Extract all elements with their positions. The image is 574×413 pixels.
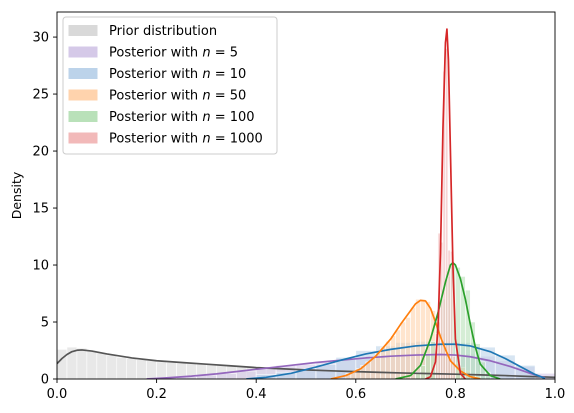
- legend-label: Posterior with n = 5: [109, 46, 238, 61]
- legend-swatch: [68, 68, 98, 79]
- kde-line-0: [57, 349, 555, 379]
- hist-bar: [410, 306, 416, 379]
- legend-label: Prior distribution: [109, 24, 217, 39]
- hist-bar: [450, 251, 454, 379]
- hist-bar: [420, 365, 426, 379]
- y-tick-label: 15: [32, 202, 49, 217]
- hist-bar: [455, 267, 461, 379]
- hist-bar: [116, 357, 128, 379]
- legend-item: Posterior with n = 100: [68, 110, 255, 125]
- x-tick-label: 0.8: [445, 387, 466, 402]
- x-tick-label: 1.0: [545, 387, 566, 402]
- hist-bar: [425, 353, 431, 379]
- hist-bar: [405, 317, 411, 379]
- kde-layer: [57, 28, 555, 379]
- x-tick-label: 0.4: [246, 387, 267, 402]
- x-tick-label: 0.6: [345, 387, 366, 402]
- kde-line-1: [146, 353, 546, 379]
- plot-frame: [56, 11, 556, 380]
- hist-bar: [126, 358, 137, 379]
- legend-swatch: [68, 89, 98, 101]
- legend-item: Posterior with n = 5: [68, 46, 238, 61]
- hist-bar: [86, 350, 98, 379]
- y-tick-label: 30: [32, 31, 49, 46]
- legend-label: Posterior with n = 100: [109, 110, 255, 125]
- x-tick-label: 0.2: [146, 387, 167, 402]
- legend-box: [62, 16, 278, 155]
- y-tick-label: 25: [32, 88, 49, 103]
- y-tick-label: 5: [41, 316, 49, 331]
- y-tick-label: 0: [41, 373, 49, 388]
- legend-swatch: [68, 111, 98, 122]
- hist-bar: [96, 352, 108, 379]
- legend-swatch: [68, 132, 98, 144]
- y-tick-label: 20: [32, 145, 49, 160]
- legend-item: Prior distribution: [68, 24, 217, 39]
- hist-bar: [136, 359, 147, 379]
- legend-label: Posterior with n = 1000: [109, 132, 263, 147]
- legend-label: Posterior with n = 50: [109, 89, 246, 104]
- legend-item: Posterior with n = 10: [68, 67, 246, 82]
- hist-bar: [400, 321, 406, 379]
- legend-swatch: [68, 46, 98, 58]
- hist-bar: [146, 360, 157, 379]
- x-tick-label: 0.0: [47, 387, 68, 402]
- y-tick-label: 10: [32, 259, 49, 274]
- kde-line-3: [330, 299, 481, 379]
- hist-bar: [106, 354, 118, 379]
- kde-line-4: [395, 261, 501, 379]
- legend-item: Posterior with n = 1000: [68, 132, 263, 147]
- hist-bar: [156, 361, 167, 379]
- hist-bar: [57, 349, 68, 379]
- hist-bar: [445, 48, 449, 379]
- hist-bar: [76, 347, 88, 379]
- legend: Prior distribution Posterior with n = 5 Po…: [62, 16, 278, 155]
- kde-line-5: [425, 28, 467, 379]
- legend-label: Posterior with n = 10: [109, 67, 246, 82]
- legend-swatch: [68, 25, 98, 36]
- y-axis-label: Density: [9, 171, 24, 219]
- axes-layer: 0.0 0.2 0.4 0.6 0.8 1.0 0 5 10 15 20 25 30: [32, 11, 566, 402]
- legend-item: Posterior with n = 50: [68, 89, 246, 104]
- hist-bar: [452, 355, 456, 379]
- hist-bar: [395, 329, 401, 379]
